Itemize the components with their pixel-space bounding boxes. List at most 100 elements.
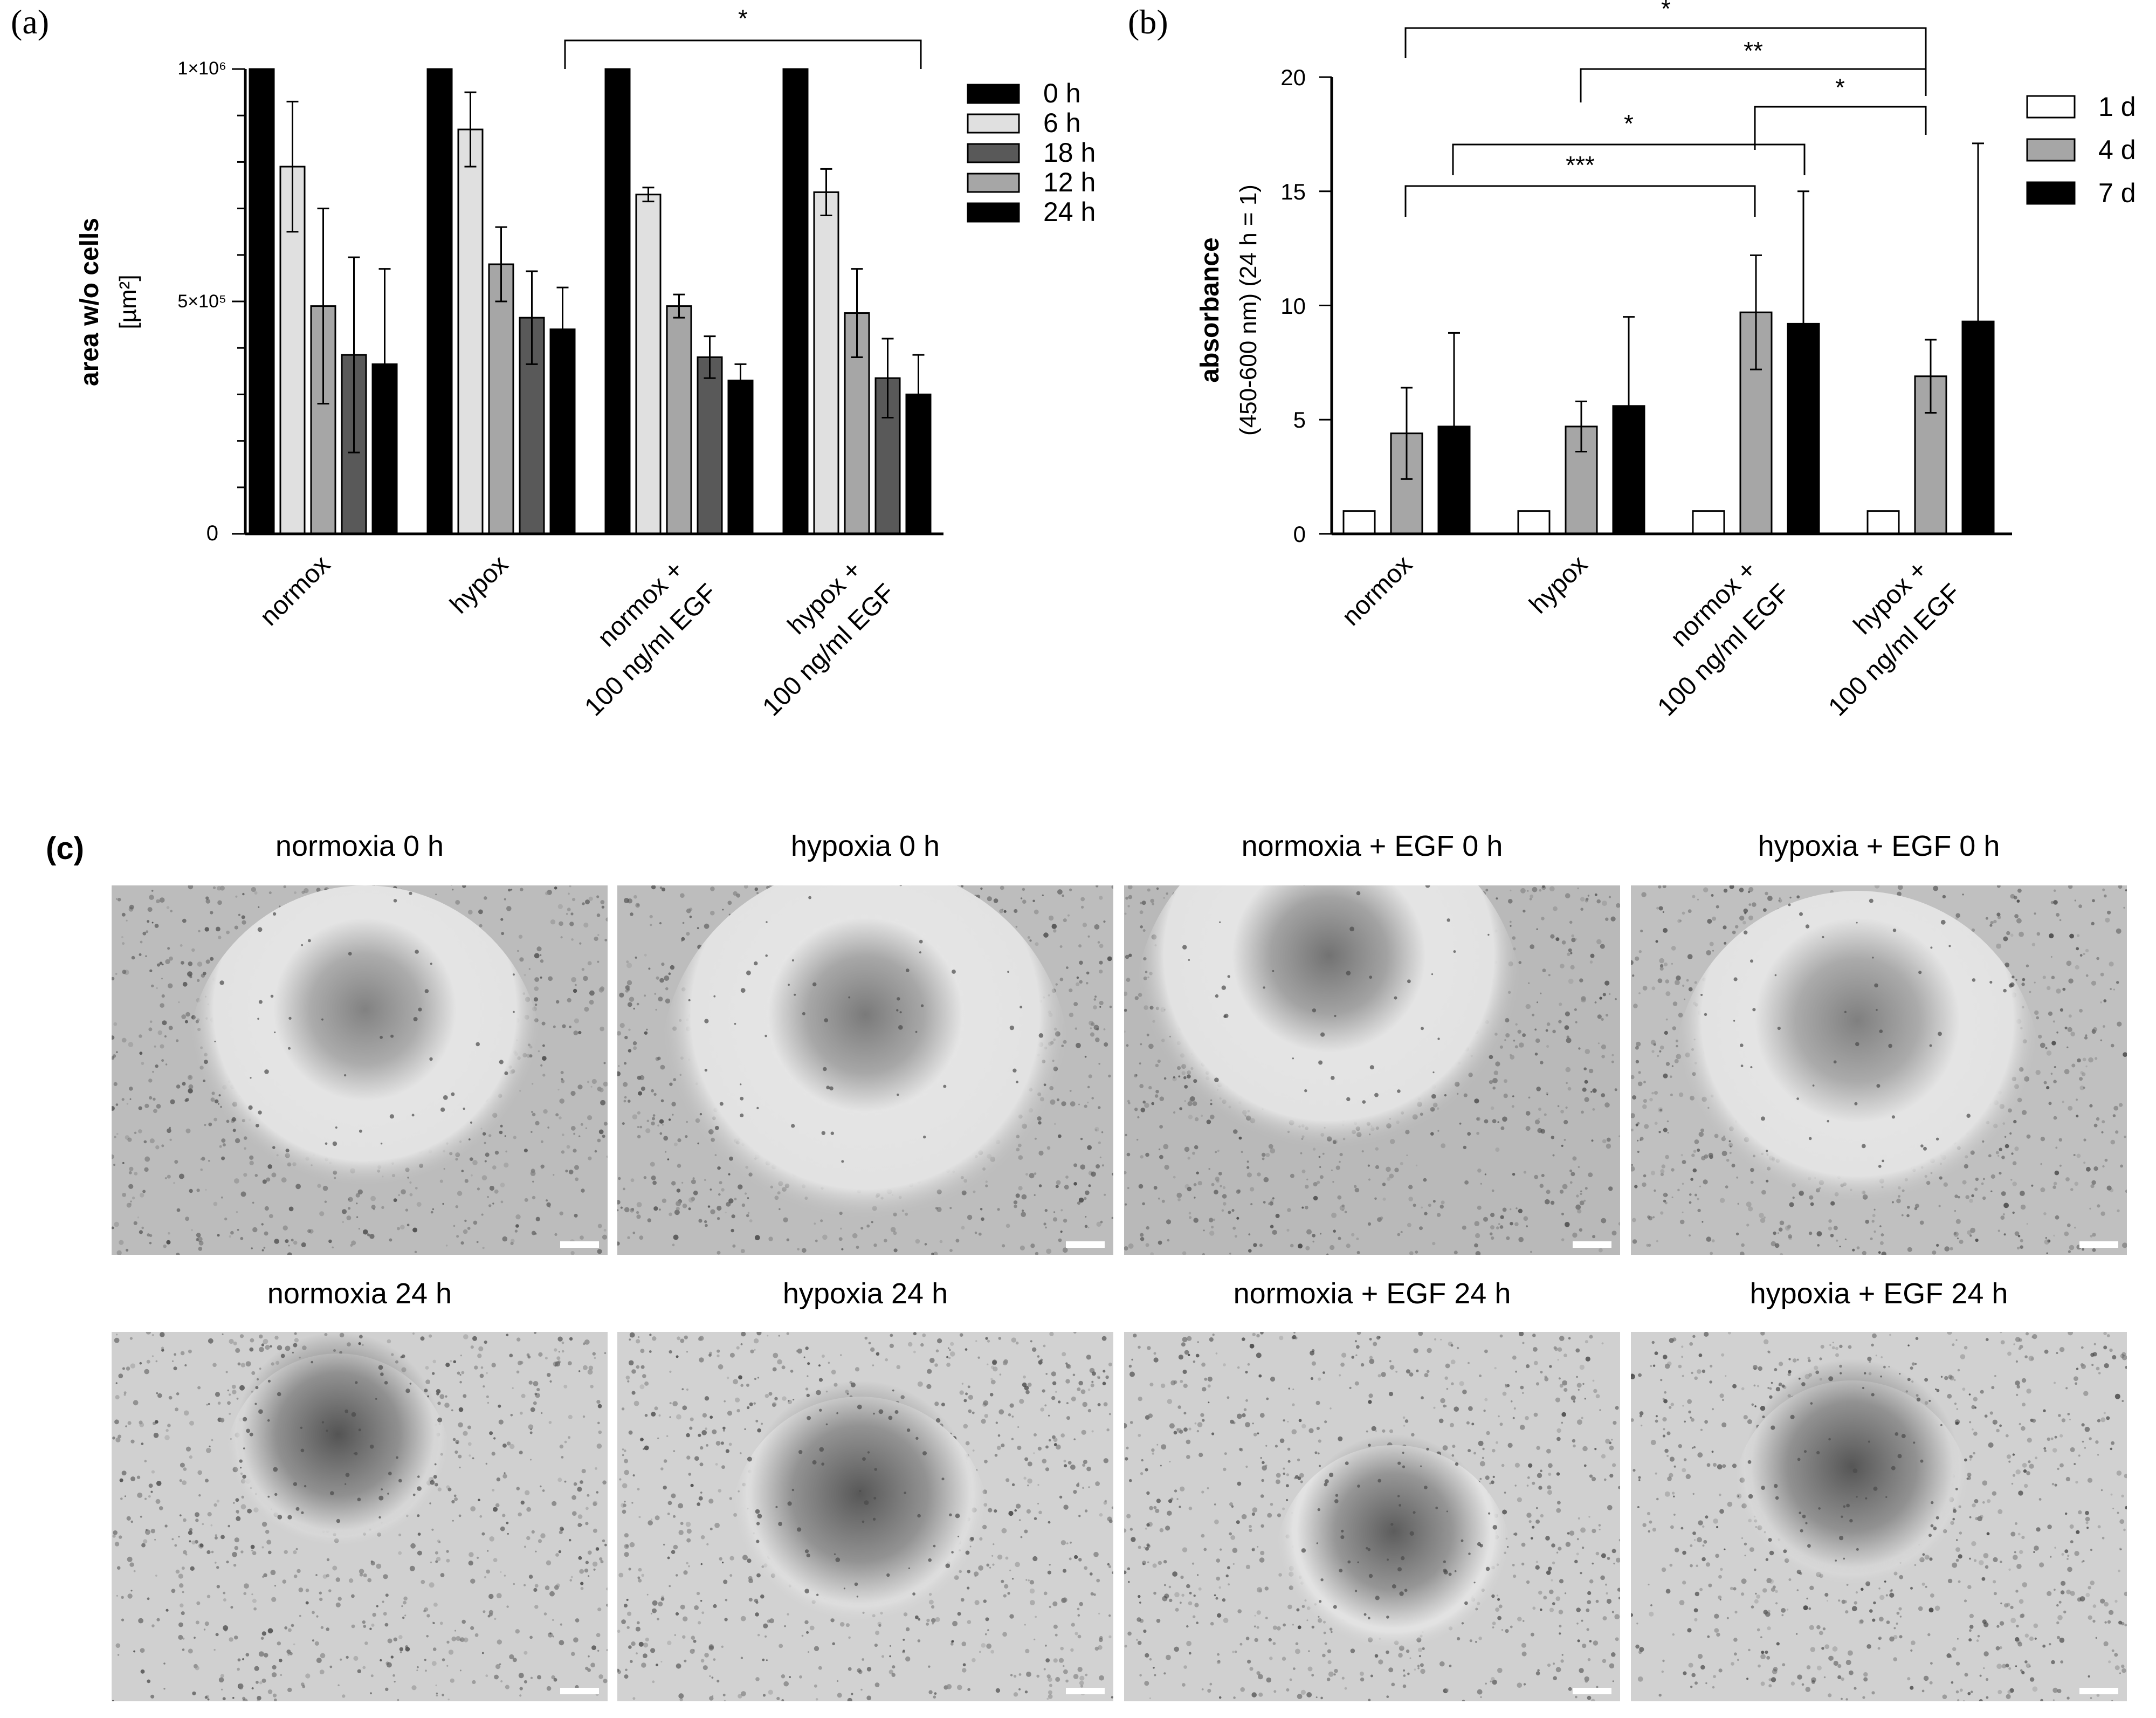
a-legend-18h: 18 h — [1043, 138, 1096, 168]
b-sig-bracket-5 — [1404, 185, 1756, 217]
micrograph-hypoxia-egf-0h — [1631, 885, 2127, 1255]
a-sig-star: * — [738, 4, 748, 32]
micrograph-hypoxia-egf-24h — [1631, 1332, 2127, 1701]
bar-a-6h-group3 — [813, 191, 839, 535]
b-y-title: absorbance — [1196, 237, 1224, 382]
micrograph-normoxia-egf-24h — [1124, 1332, 1620, 1701]
micro-scale-bar — [1573, 1688, 1611, 1694]
micro-scale-bar — [560, 1241, 599, 1248]
a-legend-0h: 0 h — [1043, 78, 1081, 108]
micro-scale-bar — [560, 1688, 599, 1694]
micro-title-hypoxia-egf-24h: hypoxia + EGF 24 h — [1749, 1277, 2008, 1310]
b-ytick-20: 20 — [1280, 65, 1306, 90]
panel-c-letter: (c) — [46, 831, 84, 866]
bar-b-1d-group1 — [1517, 510, 1551, 535]
micro-scale-bar — [2079, 1241, 2118, 1248]
b-ytick-0: 0 — [1293, 521, 1306, 547]
panel-a-letter: (a) — [11, 3, 50, 41]
b-legend: 1 d 4 d 7 d — [2026, 92, 2136, 208]
a-legend-24h: 24 h — [1043, 197, 1096, 227]
micro-spheroid — [1755, 918, 1960, 1123]
bar-b-1d-group3 — [1866, 510, 1900, 535]
b-ytick-10: 10 — [1280, 293, 1306, 319]
b-legend-4d: 4 d — [2098, 135, 2136, 165]
a-ytick-5e5: 5×10⁵ — [177, 291, 226, 312]
a-legend-swatch-0h — [967, 84, 1020, 104]
micro-spheroid — [273, 918, 457, 1101]
b-sig-label-5: *** — [1566, 151, 1595, 179]
b-xlabel-normox: normox — [1337, 550, 1418, 631]
micro-specks — [744, 1389, 974, 1598]
micro-title-normoxia-24h: normoxia 24 h — [267, 1277, 452, 1310]
micro-spheroid — [768, 918, 962, 1112]
b-legend-swatch-7d — [2026, 181, 2076, 205]
b-sig-label-3: * — [1835, 73, 1845, 101]
micro-spheroid — [1297, 1434, 1491, 1628]
a-sig-bracket — [564, 39, 922, 69]
chart-a: 1×10⁶ 5×10⁵ 0 area w/o cells [µm²] 0 h 6… — [75, 4, 1096, 721]
micro-title-normoxia-egf-0h: normoxia + EGF 0 h — [1241, 830, 1503, 862]
bar-a-12h-group1 — [488, 263, 514, 535]
b-sig-label-2: ** — [1744, 37, 1763, 65]
micro-specks — [1697, 888, 2017, 1168]
a-xlabel-hypox-egf: hypox + 100 ng/ml EGF — [729, 550, 900, 721]
b-sig-label-1: * — [1661, 0, 1671, 23]
bar-a-0h-group1 — [426, 68, 453, 535]
b-legend-7d: 7 d — [2098, 178, 2136, 208]
a-y-title: area w/o cells — [75, 218, 104, 386]
micro-specks — [1747, 1372, 1958, 1562]
a-y-unit: [µm²] — [115, 274, 141, 329]
b-xlabel-normox-egf: normox + 100 ng/ml EGF — [1624, 550, 1795, 721]
micro-title-normoxia-0h: normoxia 0 h — [275, 830, 444, 862]
micro-specks — [235, 1343, 443, 1523]
b-y-ticks — [1319, 76, 1332, 535]
bar-a-0h-group3 — [782, 68, 809, 535]
bar-a-6h-group1 — [457, 128, 484, 535]
micro-title-hypoxia-0h: hypoxia 0 h — [790, 830, 940, 862]
micro-spheroid — [747, 1380, 973, 1607]
b-sig-brackets: * ** * * *** — [1404, 0, 1927, 217]
a-legend-swatch-24h — [967, 202, 1020, 223]
micro-title-hypoxia-24h: hypoxia 24 h — [782, 1277, 948, 1310]
micro-specks — [688, 885, 1046, 1170]
b-sig-bracket-4 — [1452, 143, 1806, 175]
b-xlabel-hypox-egf: hypox + 100 ng/ml EGF — [1795, 550, 1966, 721]
a-legend: 0 h 6 h 18 h 12 h 24 h — [967, 78, 1096, 227]
b-ytick-15: 15 — [1280, 179, 1306, 204]
a-legend-swatch-18h — [967, 143, 1020, 163]
micrograph-normoxia-24h — [112, 1332, 608, 1701]
micro-title-normoxia-egf-24h: normoxia + EGF 24 h — [1233, 1277, 1511, 1310]
b-xlabels: normox hypox normox + 100 ng/ml EGF hypo… — [1337, 550, 1966, 721]
micrograph-hypoxia-0h — [617, 885, 1113, 1255]
micrograph-hypoxia-24h — [617, 1332, 1113, 1701]
a-xlabel-normox-egf: normox + 100 ng/ml EGF — [551, 550, 722, 721]
b-sig-bracket-1 — [1404, 27, 1927, 96]
micro-spheroid — [1744, 1359, 1960, 1575]
b-y-subtitle: (450-600 nm) (24 h = 1) — [1235, 184, 1262, 436]
b-xlabel-hypox: hypox — [1524, 550, 1593, 619]
micro-scale-bar — [1066, 1241, 1105, 1248]
micro-scale-bar — [2079, 1688, 2118, 1694]
micro-scale-bar — [1573, 1241, 1611, 1248]
bar-a-18h-group2 — [697, 356, 723, 535]
b-legend-1d: 1 d — [2098, 92, 2136, 122]
chart-a-marks — [249, 68, 932, 535]
bar-a-12h-group2 — [666, 305, 692, 535]
micro-spheroid — [1232, 885, 1426, 1053]
a-xlabel-normox-line1: normox — [254, 550, 336, 631]
a-legend-swatch-12h — [967, 173, 1020, 193]
b-sig-label-4: * — [1624, 109, 1634, 138]
micro-scale-bar — [1066, 1688, 1105, 1694]
chart-b: 20 15 10 5 0 absorbance (450-600 nm) (24… — [1196, 0, 2136, 721]
a-xlabel-hypox: hypox — [445, 550, 514, 619]
micro-spheroid — [236, 1332, 440, 1537]
chart-b-marks — [1342, 142, 1995, 535]
a-ytick-1e6: 1×10⁶ — [177, 58, 226, 79]
bar-a-0h-group2 — [604, 68, 631, 535]
b-xlabel-hypox-line1: hypox — [1524, 550, 1593, 619]
b-xlabel-normox-line1: normox — [1337, 550, 1418, 631]
b-ytick-5: 5 — [1293, 407, 1306, 432]
micrograph-normoxia-egf-0h — [1124, 885, 1620, 1255]
micro-specks — [203, 885, 515, 1153]
b-legend-swatch-4d — [2026, 138, 2076, 162]
